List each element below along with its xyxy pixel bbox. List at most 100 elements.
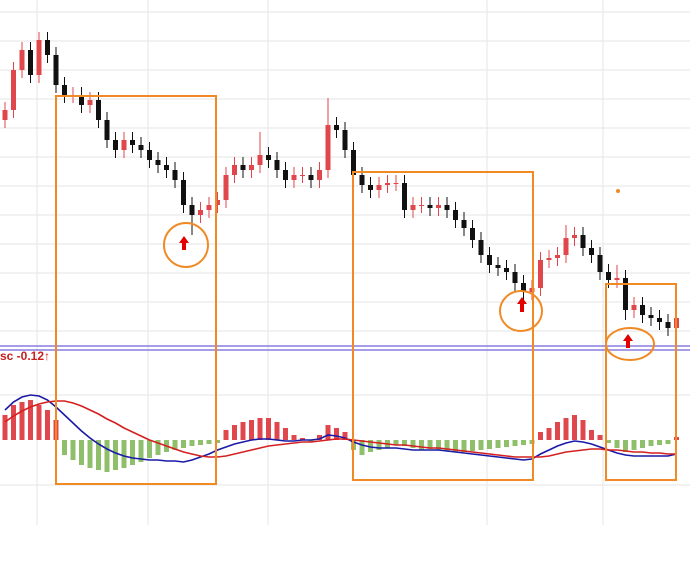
histogram-bar	[317, 435, 322, 440]
candle-body	[521, 283, 526, 292]
candle-body	[614, 278, 620, 280]
candle-body	[572, 235, 577, 238]
histogram-bar	[580, 420, 586, 440]
histogram-bar	[232, 425, 237, 440]
histogram-bar	[444, 440, 450, 451]
histogram-bar	[376, 440, 382, 450]
histogram-bar	[419, 440, 424, 450]
candle-body	[215, 200, 220, 205]
candle-body	[580, 235, 586, 248]
candle-body	[96, 100, 101, 120]
candle-body	[359, 175, 365, 185]
candle-body	[376, 185, 382, 190]
histogram-bar	[70, 440, 76, 460]
candle-body	[181, 180, 186, 205]
histogram-bar	[223, 430, 229, 440]
candle-body	[589, 248, 594, 255]
indicator-line	[4, 400, 677, 458]
histogram-bar	[121, 440, 127, 468]
histogram-bar	[504, 440, 509, 447]
candle-body	[665, 322, 671, 328]
histogram-bar	[648, 440, 654, 446]
histogram-bar	[563, 418, 569, 440]
histogram-bar	[512, 440, 518, 446]
histogram-bar	[104, 440, 110, 472]
histogram-bar	[614, 440, 620, 448]
histogram-bar	[300, 438, 305, 440]
histogram-bar	[572, 415, 577, 440]
candle-body	[283, 170, 288, 180]
candle-body	[189, 205, 195, 215]
candle-body	[87, 100, 93, 105]
candle-body	[113, 140, 118, 150]
candle-body	[478, 240, 484, 255]
candle-body	[257, 155, 263, 165]
candle-body	[512, 272, 518, 283]
candle-body	[461, 220, 467, 228]
candle-body	[274, 160, 280, 170]
candle-body	[453, 210, 458, 220]
histogram-bar	[206, 440, 212, 444]
histogram-bar	[147, 440, 152, 458]
candle-body	[79, 95, 84, 105]
candle-body	[351, 150, 356, 175]
histogram-bar	[240, 422, 246, 440]
indicator-label: sc -0.12↑	[0, 349, 50, 363]
candle-body	[104, 120, 110, 140]
histogram-bar	[393, 440, 399, 445]
histogram-bar	[436, 440, 441, 450]
histogram-bar	[113, 440, 118, 470]
candle-body	[11, 70, 16, 110]
candle-body	[45, 40, 50, 55]
candle-body	[504, 268, 509, 272]
histogram-bar	[215, 440, 220, 443]
candle-body	[436, 205, 441, 208]
histogram-bar	[606, 440, 611, 443]
candle-body	[19, 50, 25, 70]
histogram-bar	[36, 405, 42, 440]
histogram-bar	[62, 440, 67, 455]
candle-body	[36, 40, 42, 75]
candle-body	[402, 183, 407, 210]
histogram-bar	[257, 418, 263, 440]
histogram-bar	[538, 432, 543, 440]
histogram-bar	[631, 440, 637, 450]
candle-body	[623, 278, 628, 310]
histogram-bar	[478, 440, 484, 450]
histogram-bar	[2, 415, 8, 440]
candle-body	[648, 315, 654, 318]
candle-body	[410, 205, 416, 210]
candle-body	[538, 260, 543, 288]
histogram-bar	[495, 440, 501, 448]
histogram-bar	[181, 440, 186, 448]
histogram-bar	[189, 440, 195, 446]
histogram-bar	[555, 422, 560, 440]
candle-body	[223, 175, 229, 200]
histogram-bar	[546, 428, 552, 440]
candle-body	[130, 140, 135, 145]
histogram-bar	[96, 440, 101, 470]
candle-body	[53, 55, 59, 85]
histogram-bar	[138, 440, 144, 462]
histogram-bar	[87, 440, 93, 468]
candle-body	[198, 210, 203, 215]
histogram-bar	[342, 432, 348, 440]
histogram-bar	[249, 420, 254, 440]
histogram-bar	[597, 435, 603, 440]
histogram-bar	[19, 402, 25, 440]
candle-body	[606, 272, 611, 280]
histogram-bar	[274, 422, 280, 440]
candle-body	[597, 255, 603, 272]
candle-body	[317, 170, 322, 180]
histogram-bar	[334, 428, 339, 440]
candle-body	[546, 258, 552, 260]
candle-body	[640, 305, 645, 315]
histogram-bar	[266, 418, 271, 440]
candle-body	[444, 205, 450, 210]
histogram-bar	[198, 440, 203, 445]
candle-body	[385, 183, 390, 185]
histogram-bar	[155, 440, 161, 455]
histogram-bar	[470, 440, 475, 451]
candle-body	[419, 205, 424, 206]
